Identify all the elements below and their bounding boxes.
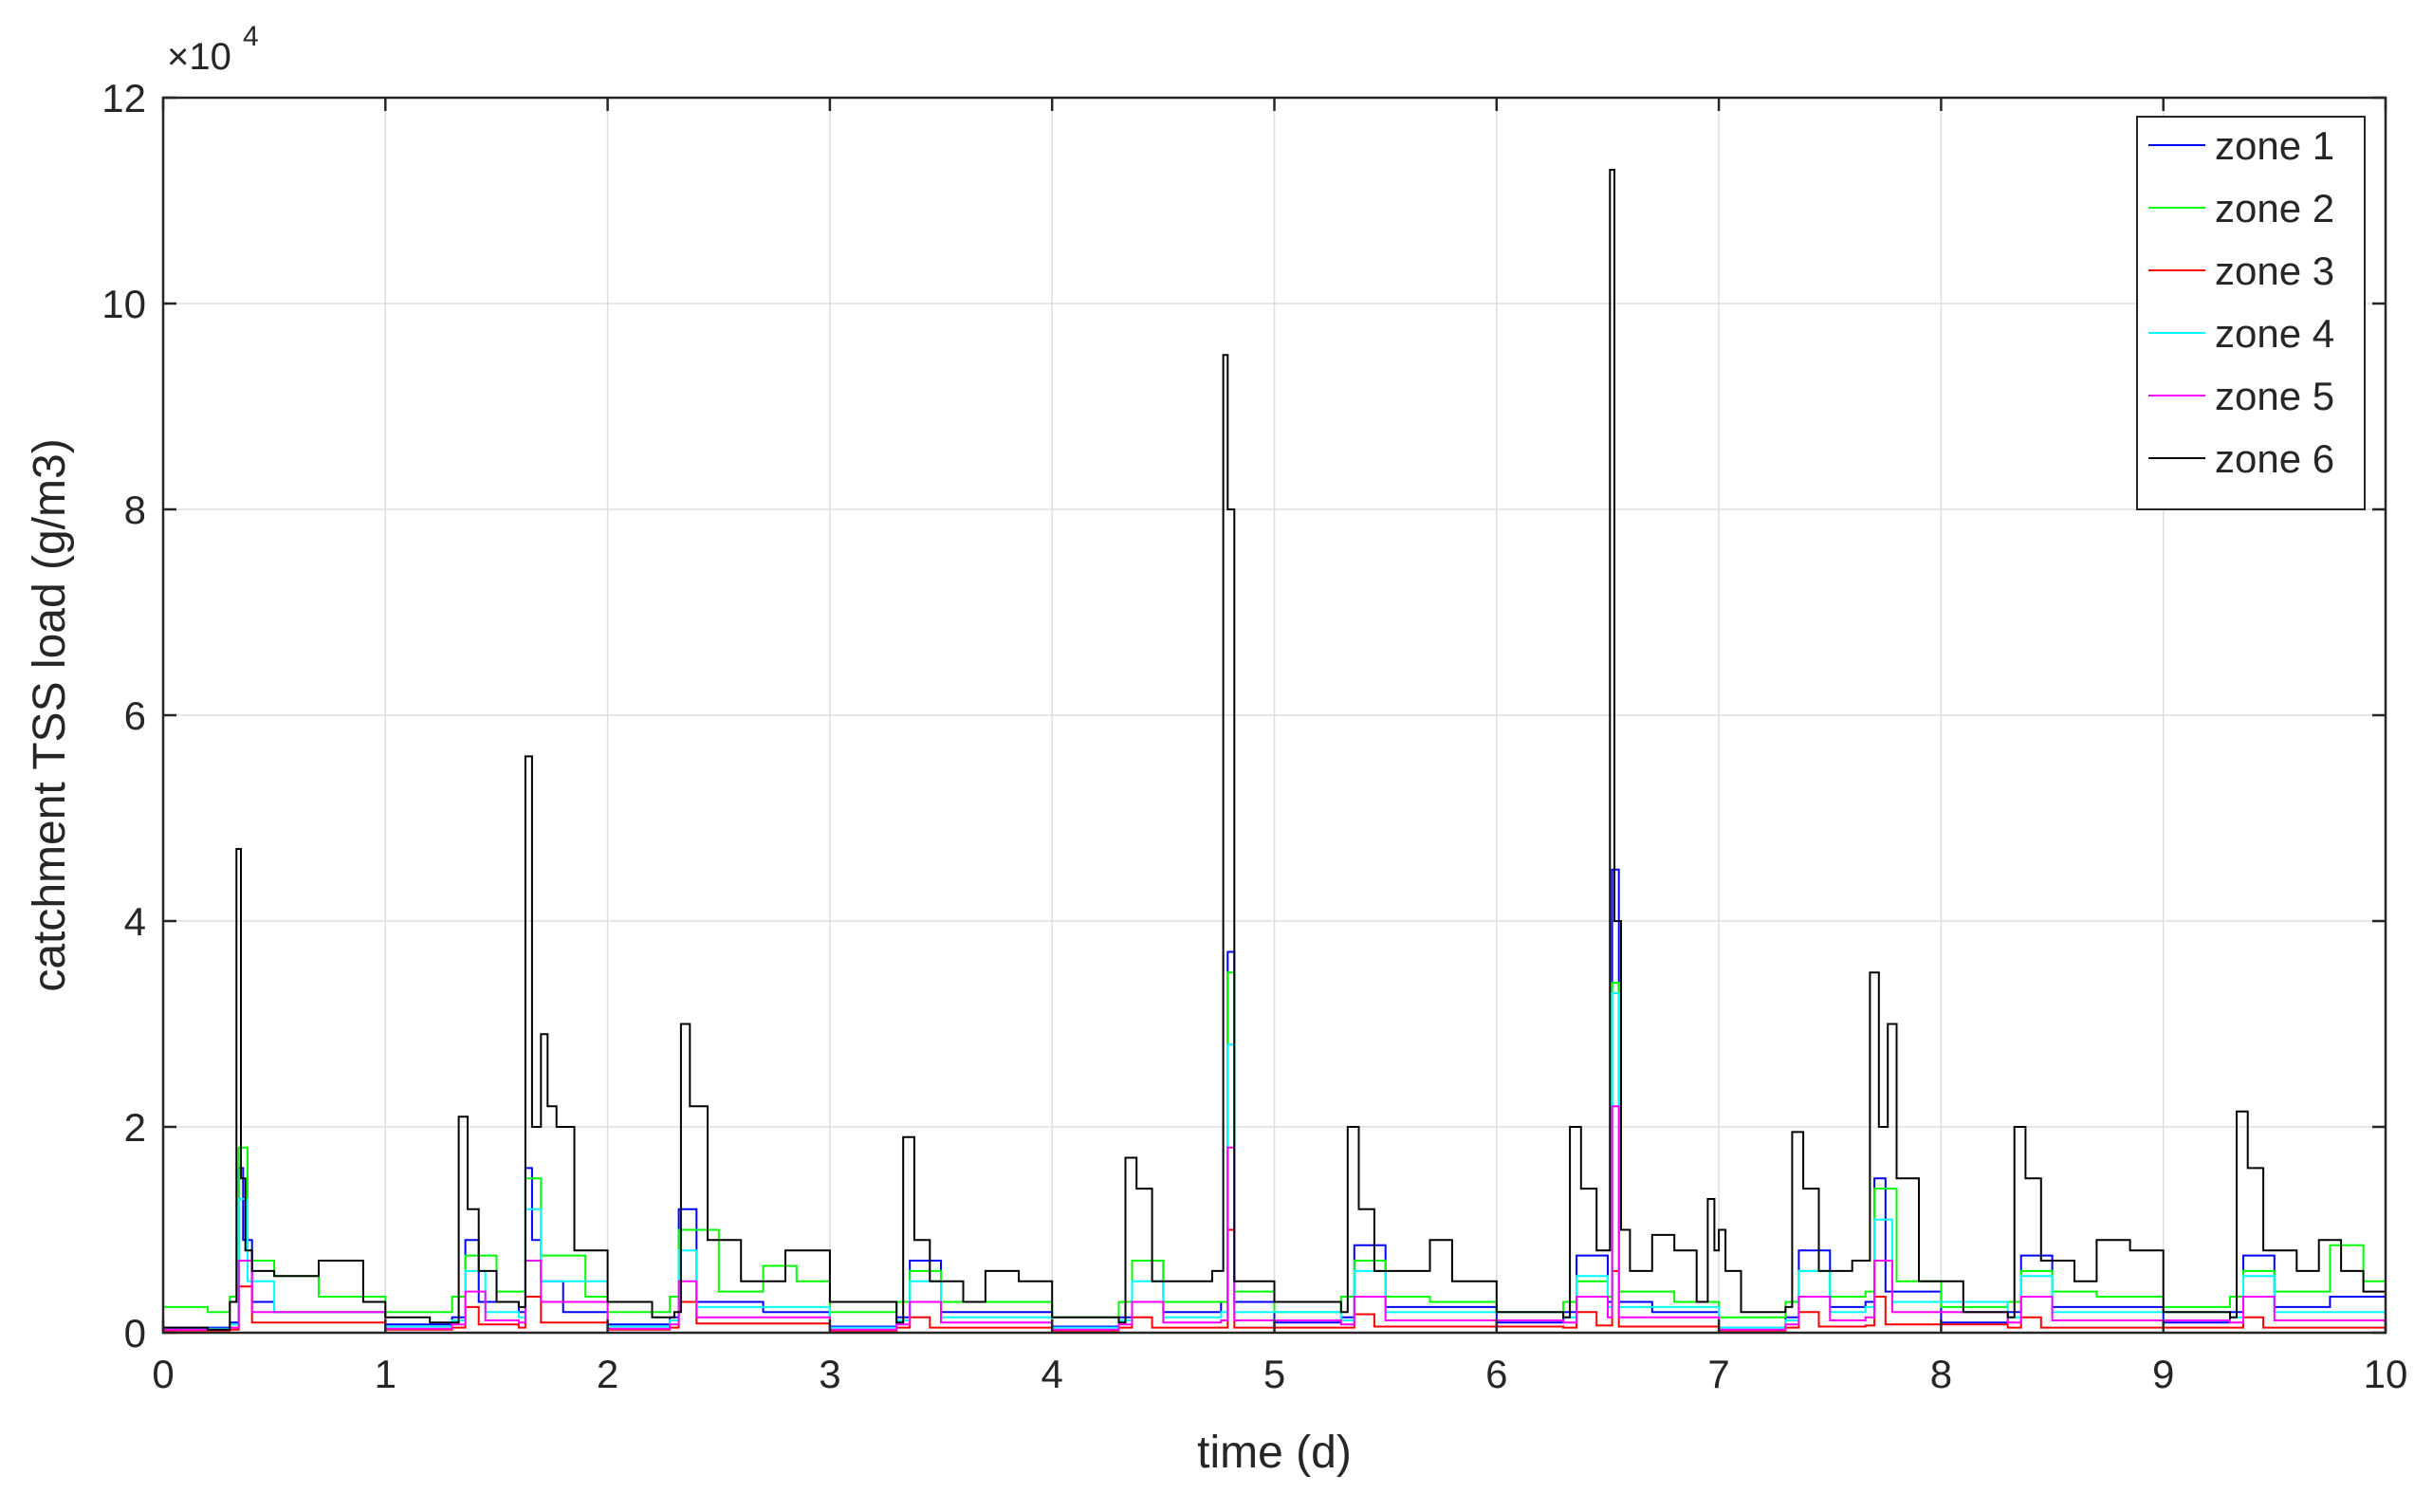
y-tick-label: 0 (124, 1311, 146, 1355)
legend: zone 1 zone 2 zone 3 zone 4 zone 5 zone 6 (2136, 116, 2366, 510)
x-tick-label: 2 (597, 1352, 618, 1396)
x-tick-label: 7 (1707, 1352, 1729, 1396)
x-tick-label: 4 (1041, 1352, 1063, 1396)
x-tick-label: 0 (152, 1352, 174, 1396)
legend-box (2136, 116, 2366, 510)
x-tick-label: 6 (1485, 1352, 1507, 1396)
y-tick-label: 10 (101, 282, 146, 326)
y-tick-label: 12 (101, 76, 146, 120)
y-exponent-power: 4 (243, 21, 259, 52)
y-tick-label: 4 (124, 899, 146, 944)
x-tick-label: 9 (2152, 1352, 2174, 1396)
legend-label: zone 6 (2215, 436, 2334, 481)
x-tick-label: 1 (375, 1352, 396, 1396)
y-exponent-base: ×10 (167, 36, 231, 78)
legend-label: zone 4 (2215, 311, 2334, 356)
series-line-zone-5 (163, 1105, 2387, 1331)
x-axis-title: time (d) (1197, 1428, 1352, 1478)
legend-label: zone 3 (2215, 249, 2334, 293)
legend-label: zone 2 (2215, 186, 2334, 230)
x-tick-label: 8 (1930, 1352, 1952, 1396)
y-tick-label: 6 (124, 693, 146, 738)
x-tick-label: 10 (2364, 1352, 2408, 1396)
y-exponent-multiplier: ×10 4 (167, 21, 259, 78)
series-line-zone-6 (163, 169, 2387, 1331)
legend-label: zone 1 (2215, 123, 2334, 168)
y-tick-label: 2 (124, 1105, 146, 1150)
y-tick-label: 8 (124, 488, 146, 532)
y-axis-title: catchment TSS load (g/m3) (25, 438, 75, 991)
ticks (161, 96, 2387, 1335)
x-tick-label: 3 (819, 1352, 840, 1396)
series-layer (163, 169, 2387, 1332)
x-tick-label: 5 (1263, 1352, 1285, 1396)
legend-label: zone 5 (2215, 374, 2334, 418)
